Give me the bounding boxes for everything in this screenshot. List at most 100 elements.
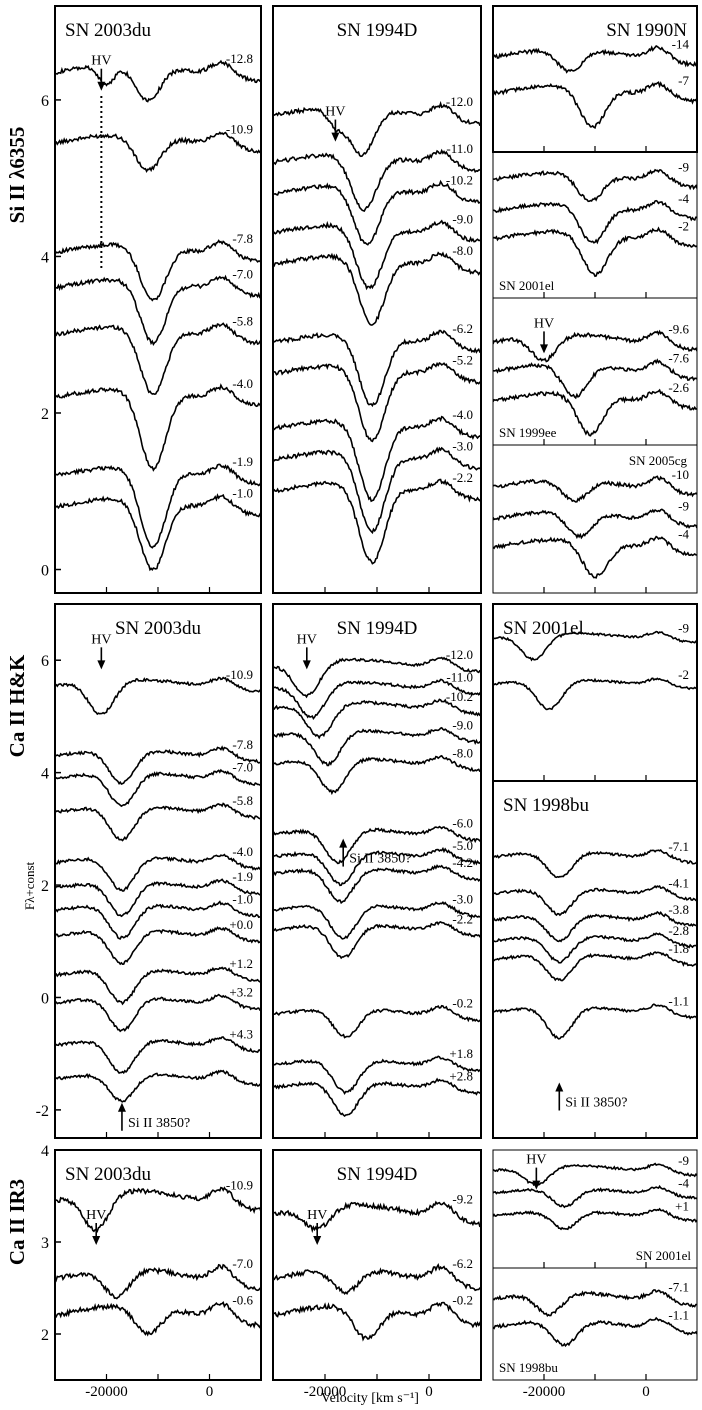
phase-label: -7.6: [668, 351, 689, 366]
phase-label: -4.0: [232, 376, 253, 391]
phase-label: -3.0: [452, 892, 473, 907]
phase-label: -9: [678, 499, 689, 514]
spectrum-8-13: [273, 1077, 481, 1118]
y-tick-label: 6: [41, 653, 49, 670]
annotation: HV: [307, 1208, 327, 1223]
phase-label: -3.8: [668, 902, 689, 917]
spectrum-10-2: [493, 884, 697, 917]
spectrum-7-7: [55, 900, 261, 940]
y-tick-label: 4: [41, 766, 49, 783]
annotation: Si II 3850?: [128, 1116, 190, 1131]
panel-title: SN 2001el: [503, 618, 584, 639]
spectrum-8-11: [273, 1004, 481, 1039]
annotation: HV: [86, 1208, 106, 1223]
panel-title: SN 2003du: [115, 618, 202, 639]
panel-title: SN 1998bu: [499, 1360, 558, 1375]
spectrum-9-2: [493, 677, 697, 711]
phase-label: -8.0: [452, 243, 473, 258]
spectrum-7-5: [55, 853, 261, 892]
annotation: Si II 3850?: [349, 852, 411, 867]
phase-label: -9.6: [668, 321, 689, 336]
panel-title: SN 1994D: [337, 618, 418, 639]
phase-label: -0.2: [452, 996, 473, 1011]
spectrum-2-10: [273, 478, 481, 565]
phase-label: +1.2: [229, 956, 253, 971]
panel-10: -7.1 -4.1 -3.8 -2.8 -1.8 -1.1 Si II 3850? SN 19…: [492, 780, 698, 1139]
x-axis-label: Velocity [km s⁻¹]: [321, 1391, 419, 1406]
panels-layer: -12.8 -10.9 -7.8 -7.0 -5.8 -4.0 -1.9 -1.0 HV SN 2…: [36, 5, 698, 1400]
phase-label: -4.0: [232, 844, 253, 859]
spectrum-7-2: [55, 745, 261, 786]
x-tick-label: -20000: [523, 1384, 566, 1400]
spectrum-7-4: [55, 802, 261, 842]
phase-label: -10.2: [446, 172, 473, 187]
spectrum-13-3: [493, 1207, 697, 1231]
panel-title: SN 1999ee: [499, 425, 557, 440]
spectrum-2-9: [273, 446, 481, 535]
panel-frame: [54, 5, 262, 594]
phase-label: -10.9: [226, 122, 253, 137]
phase-label: -6.2: [452, 1256, 473, 1271]
phase-label: -12.0: [446, 647, 473, 662]
y-tick-label: 0: [41, 563, 49, 580]
panel-frame: [54, 603, 262, 1139]
phase-label: -5.8: [232, 313, 253, 328]
phase-label: -14: [672, 36, 690, 51]
spectrum-2-2: [273, 148, 481, 212]
spectrum-1-2: [55, 131, 261, 174]
spectrum-2-7: [273, 361, 481, 443]
x-tick-label: -20000: [304, 1384, 347, 1400]
spectrum-7-12: [55, 1069, 261, 1103]
spectrum-13-1: [493, 1162, 697, 1187]
phase-label: -7.0: [232, 760, 253, 775]
y-tick-label: 3: [41, 1235, 49, 1252]
phase-label: -9: [678, 159, 689, 174]
phase-label: +2.8: [449, 1069, 473, 1084]
y-tick-label: 2: [41, 406, 49, 423]
spectrum-7-11: [55, 1036, 261, 1075]
spectrum-1-5: [55, 322, 261, 396]
spectrum-7-6: [55, 878, 261, 918]
phase-label: -7.8: [232, 231, 253, 246]
panel-title: SN 2001el: [636, 1248, 692, 1263]
spectrum-8-4: [273, 726, 481, 767]
panel-title: SN 1994D: [337, 1164, 418, 1185]
phase-label: -2: [678, 667, 689, 682]
phase-label: -6.0: [452, 816, 473, 831]
phase-label: +1.8: [449, 1046, 473, 1061]
spectrum-14-2: [493, 1316, 697, 1348]
spectrum-6-1: [493, 475, 697, 503]
panel-14: -7.1 -1.1 SN 1998bu: [492, 1267, 698, 1381]
y-axis-label: Fλ+const: [22, 861, 37, 910]
spectrum-5-3: [493, 388, 697, 437]
spectrum-3-2: [493, 81, 697, 129]
spectrum-7-10: [55, 993, 261, 1033]
panel-1: -12.8 -10.9 -7.8 -7.0 -5.8 -4.0 -1.9 -1.0 HV SN 2…: [41, 5, 262, 594]
panel-6: -10 -9 -4 SN 2005cg: [492, 444, 698, 594]
phase-label: -7.1: [668, 1280, 689, 1295]
phase-label: -2: [678, 219, 689, 234]
spectrum-10-5: [493, 951, 697, 982]
spectrum-8-2: [273, 678, 481, 720]
spectrum-1-1: [55, 59, 261, 103]
spectrum-4-1: [493, 168, 697, 203]
spectrum-2-1: [273, 100, 481, 158]
spectrum-7-8: [55, 926, 261, 966]
row-label-ca-hk: Ca II H&K: [5, 654, 29, 757]
y-tick-label: 6: [41, 93, 49, 110]
spectrum-11-3: [55, 1301, 261, 1337]
spectrum-1-6: [55, 383, 261, 472]
phase-label: -3.0: [452, 439, 473, 454]
spectrum-6-3: [493, 535, 697, 579]
spectrum-3-1: [493, 44, 697, 74]
panel-title: SN 2003du: [65, 20, 152, 41]
phase-label: -1.9: [232, 454, 253, 469]
spectrum-5-2: [493, 358, 697, 400]
phase-label: -2.2: [452, 911, 473, 926]
phase-label: -10.9: [226, 667, 253, 682]
phase-label: -9: [678, 1153, 689, 1168]
y-tick-label: -2: [36, 1103, 49, 1120]
phase-label: -9.0: [452, 212, 473, 227]
phase-label: -1.0: [232, 892, 253, 907]
